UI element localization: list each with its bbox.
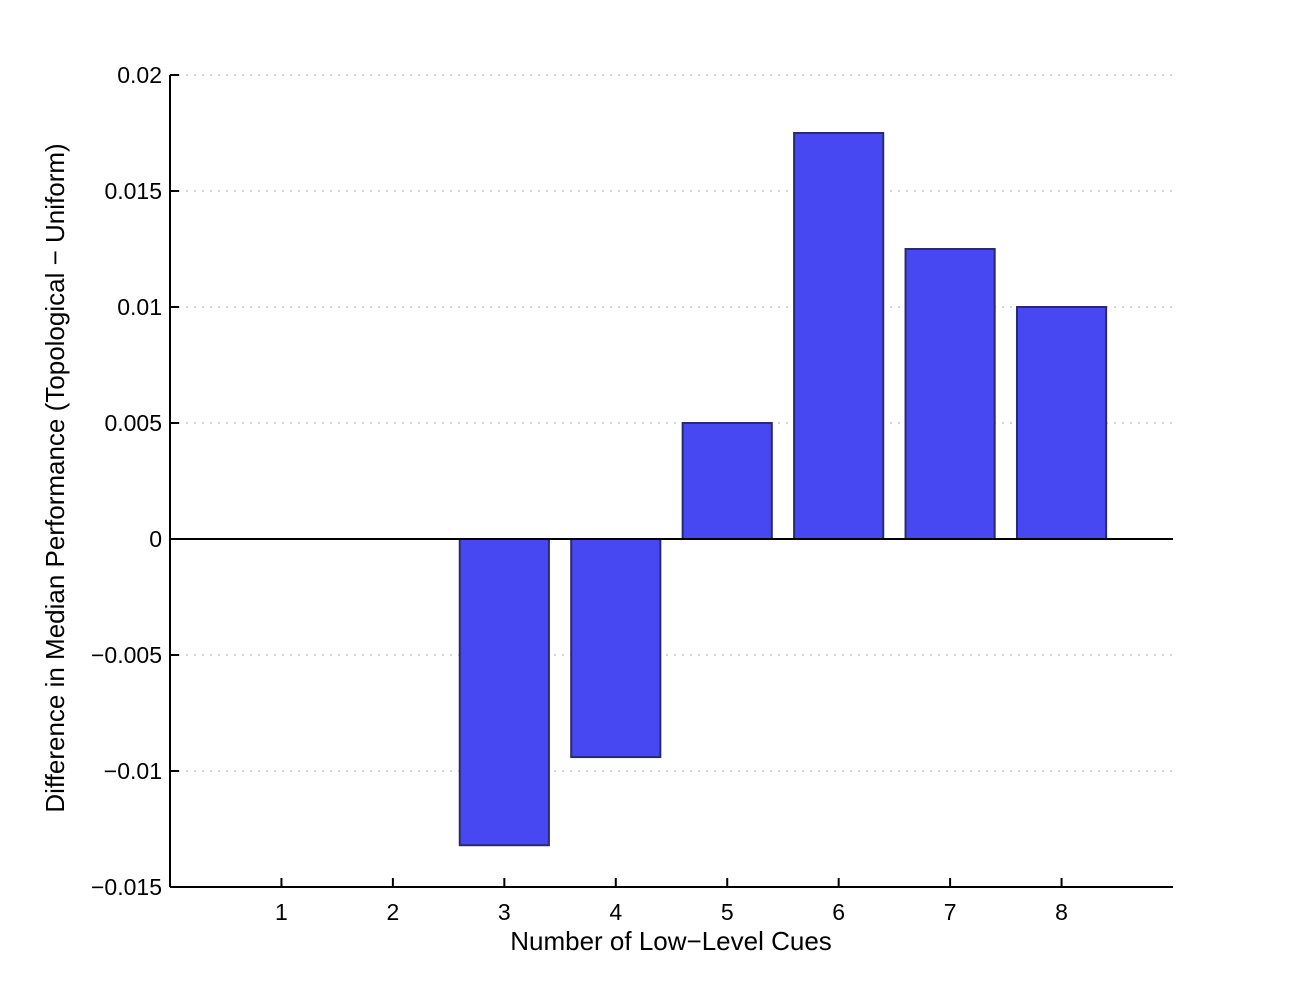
x-tick-label: 7 — [944, 899, 957, 925]
y-tick-label: 0 — [149, 526, 162, 552]
y-tick-label: 0.005 — [104, 410, 162, 436]
x-tick-label: 1 — [275, 899, 288, 925]
y-tick-label: 0.01 — [117, 294, 162, 320]
y-tick-label: 0.015 — [104, 178, 162, 204]
y-tick-label: −0.015 — [91, 874, 162, 900]
x-tick-label: 5 — [721, 899, 734, 925]
bar — [793, 132, 885, 540]
y-axis-label: Difference in Median Performance (Topolo… — [40, 143, 70, 812]
bar — [570, 538, 662, 759]
y-tick-label: −0.01 — [104, 758, 162, 784]
y-tick-label: 0.02 — [117, 62, 162, 88]
x-tick-label: 2 — [386, 899, 399, 925]
bar — [681, 422, 773, 540]
y-tick-labels: −0.015 −0.01 −0.005 0 0.005 0.01 0.015 0.02 — [91, 62, 162, 900]
x-tick-labels: 1 2 3 4 5 6 7 8 — [275, 899, 1068, 925]
bar — [458, 538, 550, 847]
bars — [458, 132, 1108, 847]
x-tick-label: 4 — [609, 899, 622, 925]
x-tick-label: 6 — [832, 899, 845, 925]
bar — [904, 248, 996, 540]
y-tick-label: −0.005 — [91, 642, 162, 668]
x-axis-label: Number of Low−Level Cues — [510, 926, 832, 956]
bar — [1015, 306, 1108, 540]
x-tick-label: 3 — [498, 899, 511, 925]
axes — [169, 74, 1173, 888]
x-tick-label: 8 — [1055, 899, 1068, 925]
